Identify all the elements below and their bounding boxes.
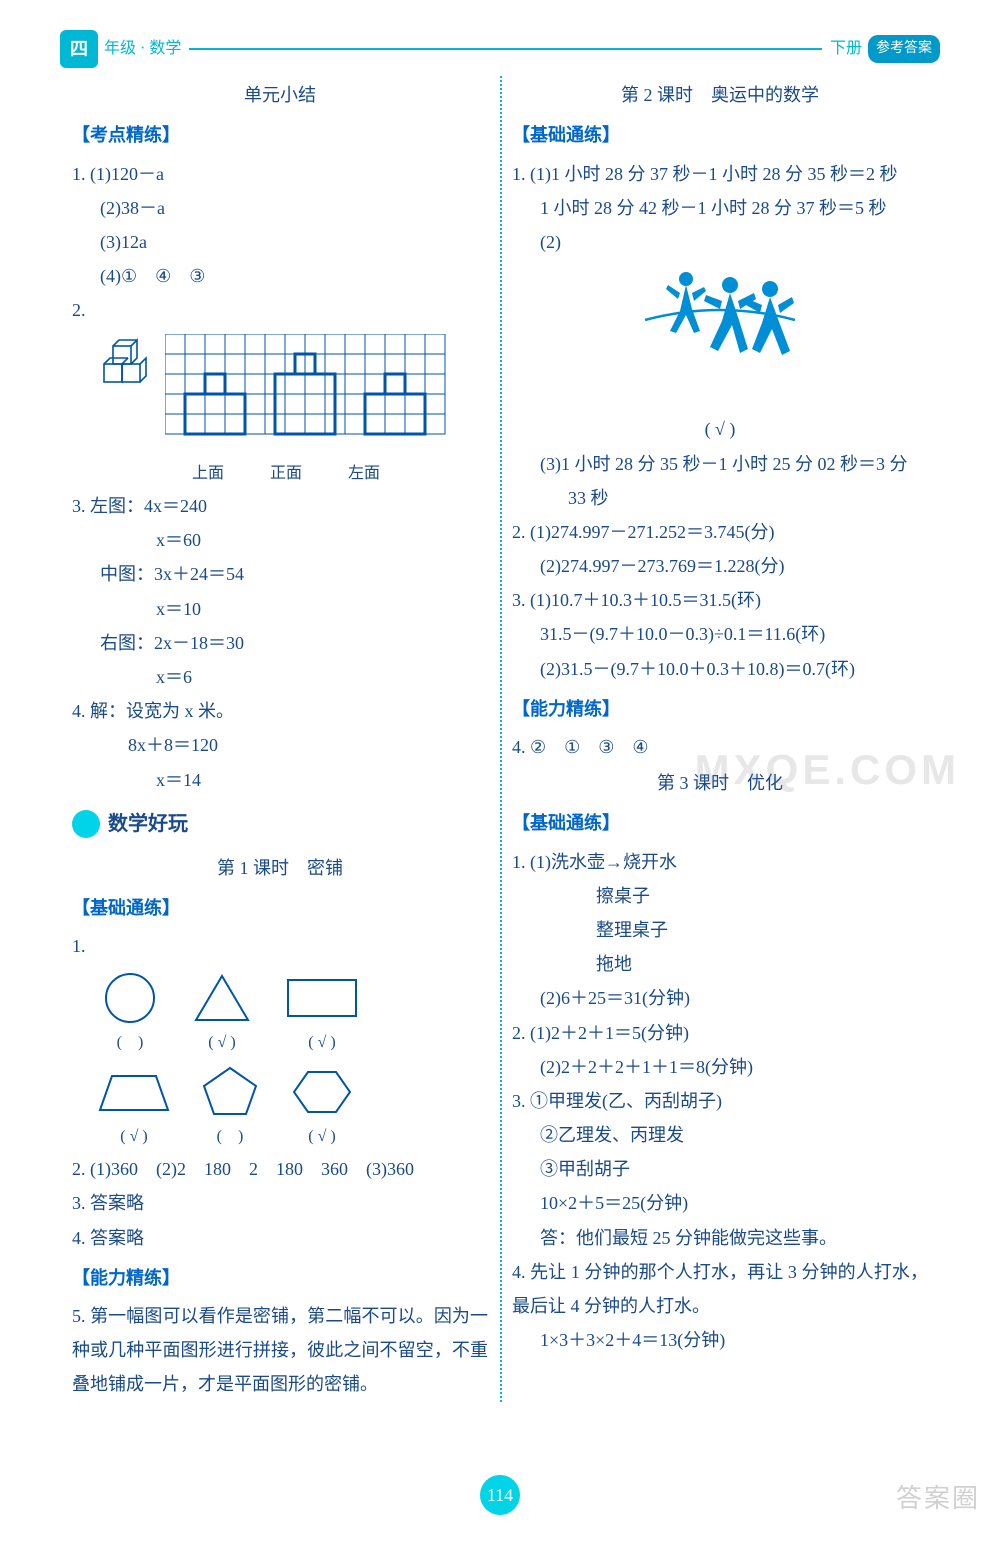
subject-text: 数学 [149,34,181,64]
q1-4: (4)① ④ ③ [100,259,488,293]
hexagon-icon [290,1064,354,1120]
pentagon-icon [198,1064,262,1120]
watermark-corner: 答案圈 [896,1474,980,1523]
q4b: 4. 答案略 [72,1221,488,1255]
l3q3-l4: 10×2＋5＝25(分钟) [540,1186,928,1220]
left-column: 单元小结 【考点精练】 1. (1)120－a (2)38－a (3)12a (… [60,76,500,1401]
l3q1-l3: 整理桌子 [596,913,928,947]
lesson2-title: 第 2 课时 奥运中的数学 [512,78,928,112]
trapezoid-icon [98,1064,170,1120]
section-nengli-left: 【能力精练】 [72,1261,488,1295]
r-q1-check: ( √ ) [512,412,928,446]
q3b: 3. 答案略 [72,1186,488,1220]
q3-l4: x＝10 [156,592,488,626]
q2-stem: 2. [72,293,488,327]
q3-l5: 右图：2x－18＝30 [100,626,488,660]
watermark-side: MXQE.COM [695,730,960,810]
runners-figure [512,265,928,406]
unit-title: 单元小结 [72,78,488,112]
q5: 5. 第一幅图可以看作是密铺，第二幅不可以。因为一种或几种平面图形进行拼接，彼此… [72,1299,488,1402]
l3q2-l2: (2)2＋2＋2＋1＋1＝8(分钟) [540,1050,928,1084]
q2b: 2. (1)360 (2)2 180 2 180 360 (3)360 [72,1152,488,1186]
q1-3: (3)12a [100,225,488,259]
q2-figure [98,334,488,455]
column-divider [500,76,502,1401]
q1-2: (2)38－a [100,191,488,225]
l3q1-l2: 擦桌子 [596,879,928,913]
shapes-stem: 1. [72,929,488,963]
l3q1-l4: 拖地 [596,947,928,981]
runners-icon [640,265,800,395]
l3q2-l1: 2. (1)2＋2＋1＝5(分钟) [512,1016,928,1050]
l3q1-l1: 1. (1)洗水壶→烧开水 [512,845,928,879]
l3q1-l5: (2)6＋25＝31(分钟) [540,981,928,1015]
q3-l2: x＝60 [156,523,488,557]
l3q3-l1: 3. ①甲理发(乙、丙刮胡子) [512,1084,928,1118]
r-q1-l5: 33 秒 [568,481,928,515]
q2-labels: 上面 正面 左面 [192,459,488,489]
chapter-heading: 数学好玩 [72,805,188,843]
r-q3-l2: 31.5－(9.7＋10.0－0.3)÷0.1＝11.6(环) [540,617,928,651]
q1-1: 1. (1)120－a [72,157,488,191]
q4-l2: 8x＋8＝120 [128,728,488,762]
triangle-icon [190,970,254,1026]
l3q4-l1: 4. 先让 1 分钟的那个人打水，再让 3 分钟的人打水，最后让 4 分钟的人打… [512,1255,928,1323]
r-q1-l1: 1. (1)1 小时 28 分 37 秒－1 小时 28 分 35 秒＝2 秒 [512,157,928,191]
circle-icon [98,970,162,1026]
l3q4-l2: 1×3＋3×2＋4＝13(分钟) [540,1323,928,1357]
page-number: 114 [480,1475,520,1515]
l3q3-l2: ②乙理发、丙理发 [540,1118,928,1152]
section-jichu-r2: 【基础通练】 [512,806,928,840]
q3-l6: x＝6 [156,660,488,694]
cube-icon [98,334,152,388]
l3q3-l5: 答：他们最短 25 分钟能做完这些事。 [540,1221,928,1255]
grade-text: 年级 [104,34,136,64]
grid-drawing [165,334,465,444]
chapter-circle-icon [72,810,100,838]
r-q2-l2: (2)274.997－273.769＝1.228(分) [540,549,928,583]
answer-pill: 参考答案 [868,35,940,64]
shapes-row1: ( ) ( √ ) ( √ ) [98,970,488,1058]
volume-text: 下册 [830,34,862,64]
r-q1-l3: (2) [540,225,928,259]
section-kaodian: 【考点精练】 [72,118,488,152]
q4-l1: 4. 解：设宽为 x 米。 [72,694,488,728]
r-q1-l4: (3)1 小时 28 分 35 秒－1 小时 25 分 02 秒＝3 分 [540,447,928,481]
section-jichu-left: 【基础通练】 [72,891,488,925]
grade-badge: 四 [60,30,98,68]
q3-l3: 中图：3x＋24＝54 [100,557,488,591]
l3q3-l3: ③甲刮胡子 [540,1152,928,1186]
q3-l1: 3. 左图：4x＝240 [72,489,488,523]
r-q1-l2: 1 小时 28 分 42 秒－1 小时 28 分 37 秒＝5 秒 [540,191,928,225]
lesson1-title: 第 1 课时 密铺 [72,851,488,885]
page-header: 四 年级 · 数学 下册 参考答案 [60,30,940,68]
r-q2-l1: 2. (1)274.997－271.252＝3.745(分) [512,515,928,549]
shapes-row2: ( √ ) ( ) ( √ ) [98,1064,488,1152]
q4-l3: x＝14 [156,763,488,797]
section-jichu-r1: 【基础通练】 [512,118,928,152]
rectangle-icon [282,970,362,1026]
r-q3-l3: (2)31.5－(9.7＋10.0＋0.3＋10.8)＝0.7(环) [540,652,928,686]
section-nengli-r: 【能力精练】 [512,692,928,726]
r-q3-l1: 3. (1)10.7＋10.3＋10.5＝31.5(环) [512,583,928,617]
